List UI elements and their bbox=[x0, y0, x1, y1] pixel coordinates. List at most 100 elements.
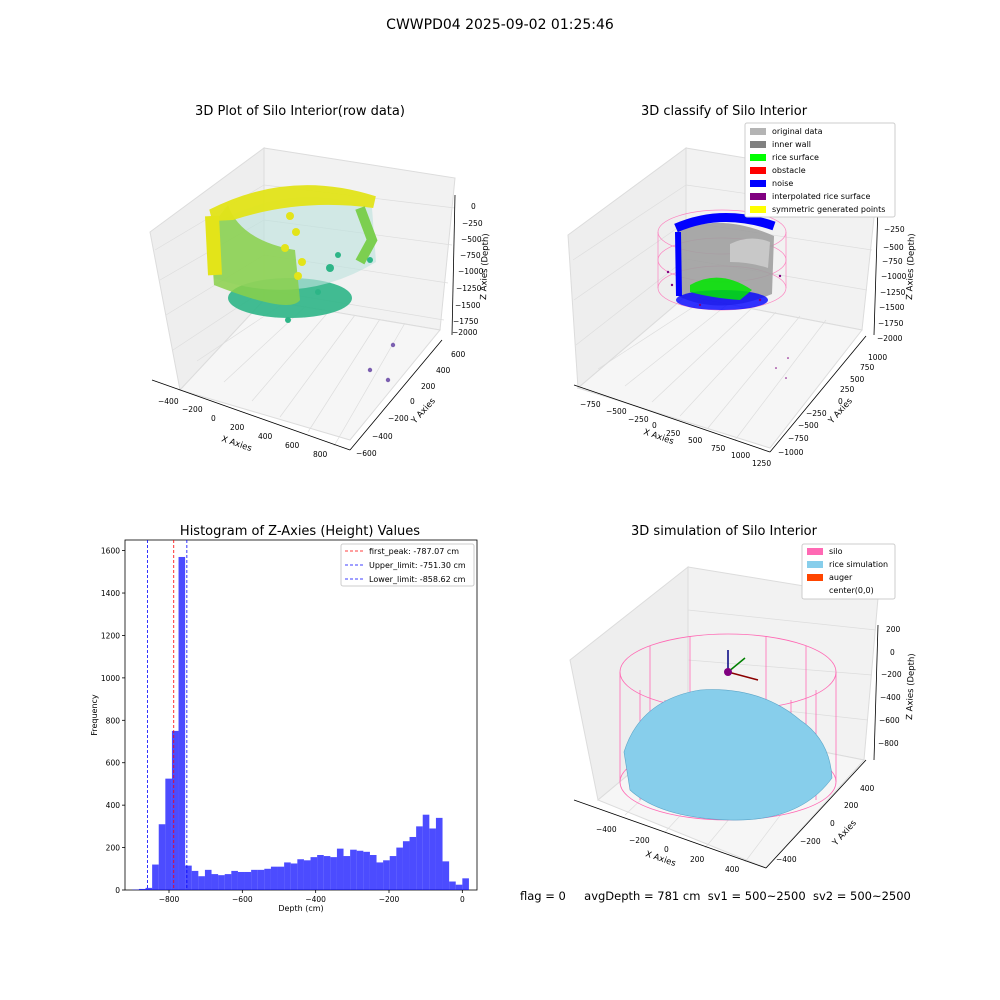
hist-bar bbox=[211, 874, 219, 890]
sim-ytick: 400 bbox=[860, 784, 875, 793]
sim-ztick: −800 bbox=[878, 739, 899, 748]
sim-xtick: −200 bbox=[629, 836, 650, 845]
cls-legend-label: obstacle bbox=[772, 166, 806, 175]
cls-ztick: −1000 bbox=[881, 272, 907, 281]
cls-zticks: −250 −500 −750 −1000 −1250 −1500 −1750 −… bbox=[877, 225, 907, 343]
sim-legend-swatch bbox=[807, 548, 823, 555]
sim-legend-label: auger bbox=[829, 573, 853, 582]
cls-xtick: −250 bbox=[628, 415, 649, 424]
cls-ytick: 500 bbox=[850, 375, 865, 384]
hist-bar bbox=[455, 884, 463, 890]
sim-ytick: 0 bbox=[830, 819, 835, 828]
hist-bar bbox=[270, 866, 278, 890]
hist-legend-label: Upper_limit: -751.30 cm bbox=[369, 561, 466, 570]
hist-bar bbox=[231, 870, 238, 890]
cls-legend-label: noise bbox=[772, 179, 793, 188]
hist-bar bbox=[435, 817, 443, 890]
hist-bar bbox=[165, 778, 172, 890]
hist-bar bbox=[402, 841, 410, 890]
cls-legend-swatch bbox=[750, 128, 766, 135]
hist-xlabel: Depth (cm) bbox=[278, 904, 323, 913]
sim-legend-label: rice simulation bbox=[829, 560, 888, 569]
sim-legend-label: center(0,0) bbox=[829, 586, 874, 595]
hist-bar bbox=[389, 856, 397, 890]
status-sv1: sv1 = 500~2500 bbox=[707, 889, 806, 903]
raw-xlabel: X Axies bbox=[220, 434, 253, 454]
cls-ztick: −500 bbox=[883, 243, 904, 252]
raw-ztick: −1500 bbox=[455, 301, 481, 310]
hist-bar bbox=[204, 869, 212, 890]
hist-bar bbox=[251, 869, 258, 890]
raw-ytick: 200 bbox=[421, 382, 436, 391]
cls-yticks: −1000 −750 −500 −250 0 250 500 750 1000 bbox=[778, 353, 887, 457]
sim-ytick: 200 bbox=[844, 801, 859, 810]
hist-bar bbox=[198, 876, 205, 890]
hist-bar bbox=[429, 828, 436, 890]
sim-ytick: −200 bbox=[800, 837, 821, 846]
hist-bar bbox=[191, 870, 199, 890]
cls-xtick: −500 bbox=[606, 407, 627, 416]
histogram-title: Histogram of Z-Axies (Height) Values bbox=[179, 524, 421, 539]
raw-xtick: 400 bbox=[258, 432, 273, 441]
sim-legend-swatch bbox=[807, 561, 823, 568]
cls-rice-surface bbox=[690, 277, 752, 300]
classify-plot-title: 3D classify of Silo Interior bbox=[640, 104, 808, 119]
hist-bar bbox=[376, 862, 384, 890]
hist-bar bbox=[290, 863, 298, 890]
raw-ztick: −500 bbox=[461, 235, 482, 244]
hist-ytick-label: 600 bbox=[106, 759, 121, 768]
hist-bar bbox=[310, 857, 318, 890]
cls-ztick: −250 bbox=[884, 225, 905, 234]
hist-ytick-label: 1600 bbox=[101, 547, 120, 556]
cls-ztick: −2000 bbox=[877, 334, 903, 343]
cls-ytick: 1000 bbox=[868, 353, 887, 362]
raw-ytick: −200 bbox=[388, 414, 409, 423]
hist-yticks: 0 200 400 600 800 1000 1200 1400 1600 bbox=[101, 547, 125, 895]
classify-3d-plot: −750 −500 −250 0 250 500 750 1000 1250 X… bbox=[567, 122, 917, 468]
hist-xtick-label: −200 bbox=[379, 895, 400, 904]
raw-plot-title: 3D Plot of Silo Interior(row data) bbox=[195, 104, 405, 119]
hist-bar bbox=[297, 859, 304, 890]
hist-ylabel: Frequency bbox=[90, 694, 99, 736]
cls-ytick: −1000 bbox=[778, 448, 804, 457]
raw-ztick: −1000 bbox=[458, 267, 484, 276]
status-avg-depth: avgDepth = 781 cm bbox=[584, 889, 701, 903]
sim-legend-label: silo bbox=[829, 547, 843, 556]
sim-xtick: 400 bbox=[725, 865, 740, 874]
sim-ytick: −400 bbox=[776, 855, 797, 864]
hist-xtick-label: −600 bbox=[232, 895, 253, 904]
raw-ytick: −400 bbox=[372, 432, 393, 441]
hist-bar bbox=[277, 866, 285, 890]
hist-bar bbox=[363, 851, 370, 890]
simulation-3d-plot: −400 −200 0 200 400 X Axies −400 −200 0 … bbox=[569, 543, 917, 874]
cls-noise-left bbox=[675, 231, 682, 297]
cls-legend-items: original data inner wall rice surface ob… bbox=[750, 127, 885, 214]
hist-ytick-label: 200 bbox=[106, 844, 121, 853]
hist-bars bbox=[132, 556, 469, 890]
raw-zticks: 0 −250 −500 −750 −1000 −1250 −1500 −1750… bbox=[452, 202, 484, 337]
raw-xticks: −400 −200 0 200 400 600 800 bbox=[158, 397, 328, 459]
raw-points-right-rim bbox=[355, 206, 378, 265]
hist-bar bbox=[317, 855, 324, 890]
cls-outliers bbox=[775, 357, 789, 379]
sim-rice-surface bbox=[623, 689, 833, 821]
raw-xtick: −200 bbox=[182, 405, 203, 414]
hist-bar bbox=[323, 856, 331, 890]
raw-xtick: 200 bbox=[230, 423, 245, 432]
cls-xtick: −750 bbox=[580, 400, 601, 409]
raw-points-noise bbox=[285, 252, 373, 323]
raw-ztick: 0 bbox=[471, 202, 476, 211]
sim-ztick: −400 bbox=[880, 693, 901, 702]
hist-ytick-label: 800 bbox=[106, 716, 121, 725]
hist-bar bbox=[409, 836, 417, 890]
cls-xticks: −750 −500 −250 0 250 500 750 1000 1250 bbox=[580, 400, 771, 468]
cls-ytick: 250 bbox=[840, 385, 855, 394]
hist-bar bbox=[237, 871, 245, 890]
sim-zlabel: Z Axies (Depth) bbox=[905, 653, 917, 720]
hist-legend-label: Lower_limit: -858.62 cm bbox=[369, 575, 466, 584]
hist-bar bbox=[383, 860, 390, 890]
hist-bar bbox=[303, 860, 311, 890]
hist-bar bbox=[138, 888, 146, 890]
raw-ytick: 600 bbox=[451, 350, 466, 359]
hist-bar bbox=[145, 887, 153, 890]
